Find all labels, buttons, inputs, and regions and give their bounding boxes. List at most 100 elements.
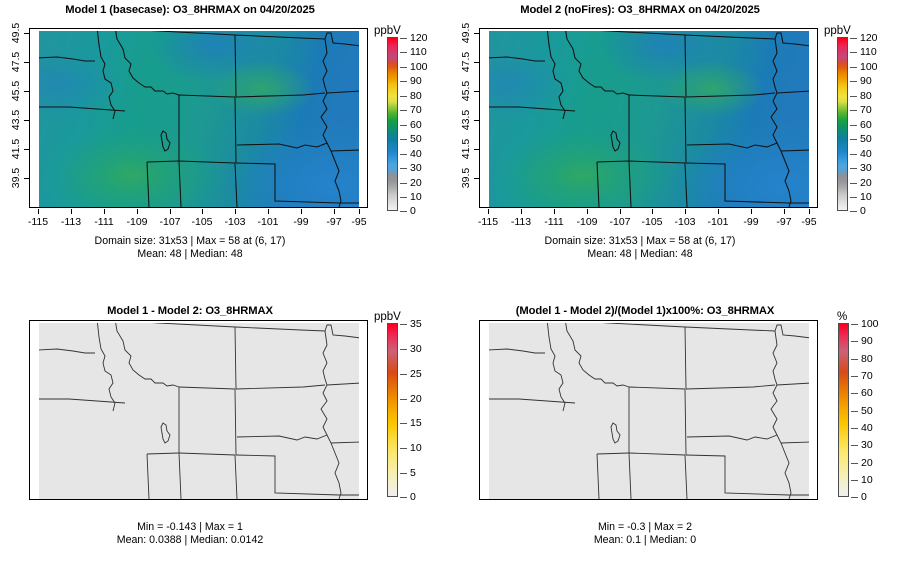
colorbar-tick-label: 40 <box>410 148 422 160</box>
x-tick-label: -115 <box>477 216 499 228</box>
colorbar-tick-label: 80 <box>410 90 422 102</box>
ozone-raster-model1 <box>39 31 359 207</box>
colorbar-tick-label: 80 <box>860 90 872 102</box>
colorbar-tick-label: 60 <box>410 119 422 131</box>
colorbar-tick-label: 120 <box>410 32 428 44</box>
map-plot-area-model2 <box>479 28 818 208</box>
panel-caption: Min = -0.143 | Max = 1 Mean: 0.0388 | Me… <box>10 521 370 546</box>
panel-title: Model 1 (basecase): O3_8HRMAX on 04/20/2… <box>65 4 315 16</box>
caption-line-1: Min = -0.143 | Max = 1 <box>137 521 243 533</box>
colorbar-tick-label: 40 <box>861 422 873 434</box>
x-tick-label: -105 <box>641 216 663 228</box>
colorbar-tick-label: 50 <box>861 405 873 417</box>
colorbar-unit-label: ppbV <box>374 25 401 37</box>
map-plot-area-model1 <box>29 28 368 208</box>
x-tick-label: -99 <box>293 216 309 228</box>
x-tick-label: -101 <box>257 216 279 228</box>
colorbar-tick-label: 40 <box>860 148 872 160</box>
colorbar-tick-label: 10 <box>410 442 422 454</box>
colorbar-tick-label: 20 <box>861 457 873 469</box>
diff-raster-pct <box>489 323 809 499</box>
colorbar-tick-label: 100 <box>861 318 879 330</box>
colorbar-tick-label: 50 <box>410 133 422 145</box>
colorbar-tick-label: 10 <box>860 191 872 203</box>
x-tick-label: -113 <box>510 216 532 228</box>
colorbar-tick-label: 110 <box>860 46 877 58</box>
x-tick-label: -101 <box>707 216 729 228</box>
colorbar-tick-label: 10 <box>410 191 422 203</box>
map-plot-area-diff-pct <box>479 320 818 500</box>
colorbar-tick-label: 30 <box>410 343 422 355</box>
panel-diff-abs: Model 1 - Model 2: O3_8HRMAX <box>0 290 450 579</box>
x-tick-label: -95 <box>351 216 367 228</box>
colorbar-tick-label: 90 <box>410 75 422 87</box>
x-tick-label: -109 <box>576 216 598 228</box>
caption-line-1: Min = -0.3 | Max = 2 <box>597 521 692 533</box>
colorbar-tick-label: 20 <box>410 393 422 405</box>
x-tick-label: -97 <box>326 216 342 228</box>
colorbar-tick-label: 70 <box>861 370 873 382</box>
colorbar-gradient-heat <box>387 323 398 497</box>
raster-clip <box>39 323 359 499</box>
colorbar-tick-label: 0 <box>860 205 866 217</box>
x-tick-label: -113 <box>60 216 82 228</box>
caption-line-1: Domain size: 31x53 | Max = 58 at (6, 17) <box>94 235 286 247</box>
caption-line-2: Mean: 0.0388 | Median: 0.0142 <box>116 533 264 546</box>
x-tick-label: -109 <box>126 216 148 228</box>
colorbar-tick-label: 5 <box>410 467 416 479</box>
panel-caption: Domain size: 31x53 | Max = 58 at (6, 17)… <box>460 235 820 260</box>
colorbar-gradient-ozone <box>837 37 848 211</box>
colorbar-tick-label: 110 <box>410 46 427 58</box>
caption-line-1: Domain size: 31x53 | Max = 58 at (6, 17) <box>544 235 736 247</box>
caption-line-2: Mean: 0.1 | Median: 0 <box>593 533 697 546</box>
colorbar-unit-label: ppbV <box>824 25 851 37</box>
colorbar-tick-label: 30 <box>410 162 422 174</box>
x-tick-label: -103 <box>674 216 696 228</box>
panel-title: (Model 1 - Model 2)/(Model 1)x100%: O3_8… <box>515 305 775 317</box>
colorbar-tick-label: 15 <box>410 417 422 429</box>
raster-clip <box>489 323 809 499</box>
colorbar-tick-label: 90 <box>861 335 873 347</box>
panel-caption: Domain size: 31x53 | Max = 58 at (6, 17)… <box>10 235 370 260</box>
panel-model1: Model 1 (basecase): O3_8HRMAX on 04/20/2… <box>0 0 450 290</box>
raster-clip <box>39 31 359 207</box>
raster-clip <box>489 31 809 207</box>
colorbar-tick-label: 100 <box>860 61 878 73</box>
colorbar-tick-label: 0 <box>410 491 416 503</box>
x-tick-label: -95 <box>801 216 817 228</box>
x-tick-label: -107 <box>159 216 181 228</box>
map-plot-area-diff-abs <box>29 320 368 500</box>
colorbar-unit-label: ppbV <box>374 311 401 323</box>
colorbar-diff-abs: ppbV 35 30 25 20 15 10 5 0 <box>374 311 446 503</box>
diff-raster-abs <box>39 323 359 499</box>
colorbar-tick-label: 80 <box>861 353 873 365</box>
x-tick-label: -111 <box>94 216 114 228</box>
colorbar-model1: ppbV 120 110 100 90 80 70 60 50 40 30 <box>374 25 446 217</box>
x-tick-label: -103 <box>224 216 246 228</box>
x-tick-label: -97 <box>776 216 792 228</box>
panel-title: Model 1 - Model 2: O3_8HRMAX <box>107 305 273 317</box>
colorbar-tick-label: 20 <box>860 177 872 189</box>
colorbar-tick-label: 0 <box>410 205 416 217</box>
colorbar-tick-label: 0 <box>861 491 867 503</box>
ozone-raster-model2 <box>489 31 809 207</box>
colorbar-gradient-ozone <box>387 37 398 211</box>
colorbar-tick-label: 20 <box>410 177 422 189</box>
colorbar-tick-label: 25 <box>410 368 422 380</box>
colorbar-model2: ppbV 120 110 100 90 80 70 60 50 40 30 <box>824 25 896 217</box>
colorbar-tick-label: 50 <box>860 133 872 145</box>
colorbar-diff-pct: % 100 90 80 70 60 50 40 30 20 10 0 <box>832 311 900 503</box>
colorbar-tick-label: 90 <box>860 75 872 87</box>
caption-line-2: Mean: 48 | Median: 48 <box>587 247 693 260</box>
panel-model2: Model 2 (noFires): O3_8HRMAX on 04/20/20… <box>450 0 900 290</box>
y-tick-label: 39.5 <box>10 167 22 189</box>
panel-title: Model 2 (noFires): O3_8HRMAX on 04/20/20… <box>520 4 760 16</box>
x-tick-label: -107 <box>609 216 631 228</box>
colorbar-tick-label: 100 <box>410 61 428 73</box>
panel-caption: Min = -0.3 | Max = 2 Mean: 0.1 | Median:… <box>460 521 830 546</box>
colorbar-gradient-heat <box>838 323 849 497</box>
y-tick-label: 39.5 <box>460 167 472 189</box>
state-boundaries-diff-pct <box>489 323 809 499</box>
colorbar-tick-label: 70 <box>410 104 422 116</box>
x-tick-label: -99 <box>743 216 759 228</box>
